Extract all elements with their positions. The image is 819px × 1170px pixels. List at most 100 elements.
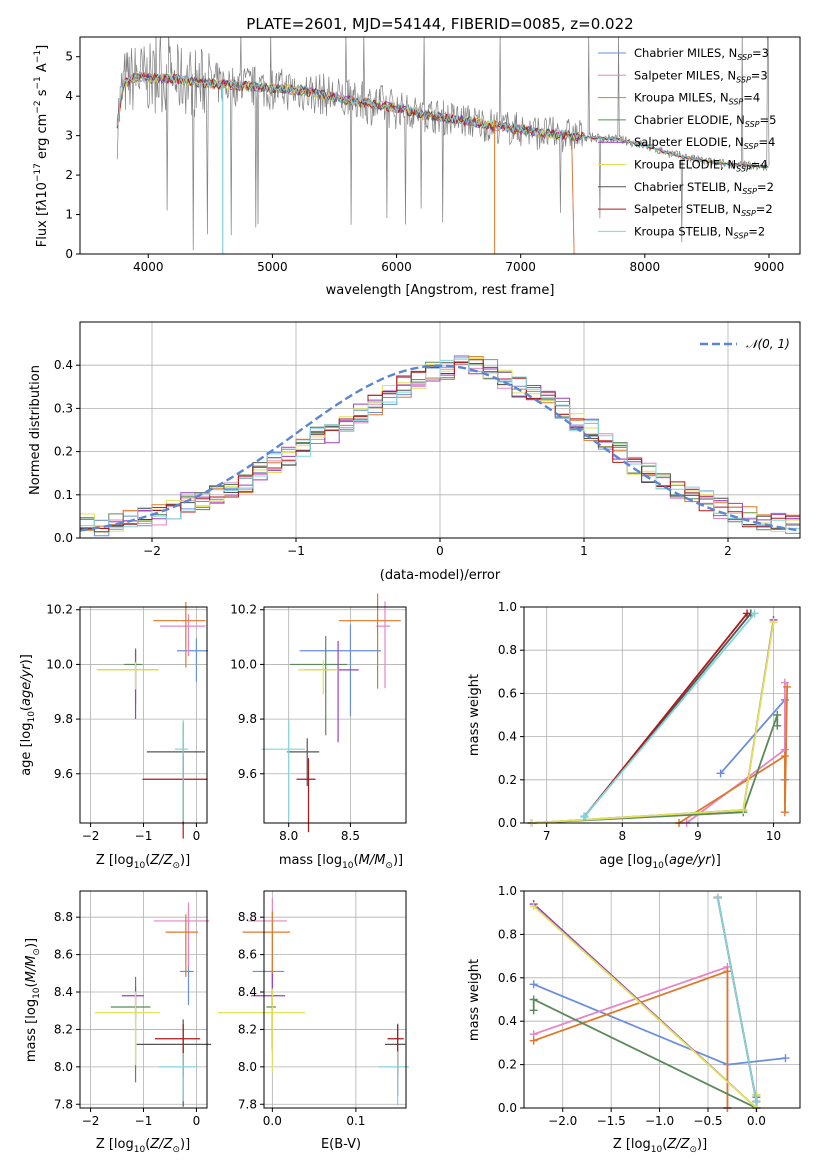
age-vs-metallicity-panel: −2 −1 0 9.6 9.8 10.0 10.2 bbox=[46, 601, 209, 843]
legend-subscript: SSP bbox=[734, 231, 749, 240]
y-tick-label: 8.4 bbox=[238, 985, 257, 999]
legend-label: Kroupa MILES, NSSP=4 bbox=[634, 91, 760, 107]
x-tick-label: 10 bbox=[766, 829, 781, 843]
x-tick-label: 6000 bbox=[381, 260, 412, 274]
legend-subscript: SSP bbox=[745, 120, 760, 129]
y-tick-label: 0.6 bbox=[498, 686, 517, 700]
x-tick-label: −1 bbox=[135, 829, 153, 843]
y-tick-label: 10.0 bbox=[46, 657, 73, 671]
y-tick-label: 1.0 bbox=[498, 600, 517, 614]
x-tick-label: 0.0 bbox=[747, 1114, 766, 1128]
x-tick-label: 0.1 bbox=[346, 1114, 365, 1128]
plot-frame bbox=[523, 890, 801, 1109]
y-tick-label: 7.8 bbox=[54, 1097, 73, 1111]
x-tick-label: −2 bbox=[82, 1114, 100, 1128]
legend-model-name: Salpeter STELIB, N bbox=[634, 202, 741, 216]
x-tick-label: 5000 bbox=[257, 260, 288, 274]
legend-nssp: =2 bbox=[748, 224, 765, 238]
y-tick-label: 0.2 bbox=[498, 1058, 517, 1072]
normal-curve bbox=[79, 364, 801, 532]
y-tick-label: 0.0 bbox=[498, 1101, 517, 1115]
mass-z-ylabel: mass [log10(M/M⊙)] bbox=[24, 938, 42, 1062]
legend-model-name: Chabrier ELODIE, N bbox=[634, 113, 745, 127]
y-tick-label: 0.2 bbox=[498, 773, 517, 787]
weight-line bbox=[678, 686, 788, 824]
y-tick-label: 8.2 bbox=[238, 1022, 257, 1036]
y-tick-label: 8.8 bbox=[54, 910, 73, 924]
weight-marker bbox=[716, 769, 725, 778]
y-tick-label: 9.8 bbox=[238, 712, 257, 726]
y-tick-label: 10.2 bbox=[46, 603, 73, 617]
y-tick-label: 10.0 bbox=[230, 657, 257, 671]
weight-marker bbox=[529, 1036, 538, 1045]
weight-marker bbox=[780, 752, 789, 761]
legend-subscript: SSP bbox=[742, 187, 757, 196]
x-tick-label: 0.0 bbox=[263, 1114, 282, 1128]
mass-vs-metallicity-panel: −2 −1 0 7.8 8.0 8.2 8.4 8.6 8.8 bbox=[54, 890, 212, 1128]
x-tick-label: −2 bbox=[143, 544, 161, 558]
weight-z-xlabel: Z [log10(Z/Z⊙)] bbox=[613, 1137, 707, 1155]
weight-marker bbox=[752, 1097, 761, 1106]
legend-label: Salpeter MILES, NSSP=3 bbox=[634, 68, 768, 84]
weight-marker bbox=[769, 618, 778, 627]
legend-model-name: Salpeter ELODIE, N bbox=[634, 135, 744, 149]
x-tick-label: −0.5 bbox=[693, 1114, 722, 1128]
model-spectrum-line bbox=[116, 72, 575, 254]
weight-line bbox=[583, 612, 748, 818]
legend-model-name: Kroupa STELIB, N bbox=[634, 224, 734, 238]
x-tick-label: 1 bbox=[580, 544, 588, 558]
y-tick-label: 8.0 bbox=[54, 1060, 73, 1074]
y-tick-label: 8.2 bbox=[54, 1022, 73, 1036]
legend-subscript: SSP bbox=[736, 75, 751, 84]
spectrum-title: PLATE=2601, MJD=54144, FIBERID=0085, z=0… bbox=[246, 15, 633, 33]
histogram-xlabel: (data-model)/error bbox=[380, 568, 501, 583]
weight-marker bbox=[743, 609, 752, 618]
weight-marker bbox=[529, 995, 538, 1004]
x-tick-label: 7 bbox=[543, 829, 551, 843]
legend-nssp: =5 bbox=[760, 113, 777, 127]
weight-marker bbox=[529, 980, 538, 989]
legend-model-name: Kroupa MILES, N bbox=[634, 91, 729, 105]
legend-label: 𝒩(0, 1) bbox=[746, 337, 790, 351]
legend-subscript: SSP bbox=[729, 98, 744, 107]
legend-nssp: =3 bbox=[751, 68, 768, 82]
x-tick-label: 8000 bbox=[630, 260, 661, 274]
weight-marker bbox=[780, 808, 789, 817]
legend-subscript: SSP bbox=[744, 142, 759, 151]
legend-model-name: Salpeter MILES, N bbox=[634, 68, 736, 82]
y-tick-label: 0.2 bbox=[54, 445, 73, 459]
spectrum-ylabel: Flux [fλ10−17 erg cm−2 s−1 A−1] bbox=[33, 45, 50, 247]
age-z-xlabel: Z [log10(Z/Z⊙)] bbox=[96, 853, 190, 871]
y-tick-label: 9.8 bbox=[54, 712, 73, 726]
y-tick-label: 0.8 bbox=[498, 927, 517, 941]
legend-label: Chabrier ELODIE, NSSP=5 bbox=[634, 113, 776, 129]
y-tick-label: 0.8 bbox=[498, 643, 517, 657]
weight-marker bbox=[723, 967, 732, 976]
y-tick-label: 0.1 bbox=[54, 488, 73, 502]
weight-line bbox=[533, 905, 758, 1111]
plot-frame bbox=[263, 890, 407, 1109]
weight-vs-metallicity-panel: −2.0 −1.5 −1.0 −0.5 0.0 0.0 0.2 0.4 0.6 0.8 1.0 bbox=[498, 884, 801, 1128]
residual-histogram-panel: −2 −1 0 1 2 0.0 0.1 0.2 0.3 0.4 𝒩(0, 1) bbox=[54, 321, 801, 558]
legend-nssp: =4 bbox=[751, 158, 768, 172]
plot-frame bbox=[523, 606, 801, 824]
y-tick-label: 1 bbox=[65, 208, 73, 222]
x-tick-label: 8.5 bbox=[341, 829, 360, 843]
legend-model-name: Kroupa ELODIE, N bbox=[634, 158, 736, 172]
legend-label: Salpeter ELODIE, NSSP=4 bbox=[634, 135, 775, 151]
legend-nssp: =2 bbox=[756, 202, 773, 216]
y-tick-label: 10.2 bbox=[230, 603, 257, 617]
age-z-ylabel: age [log10(age/yr)] bbox=[19, 654, 37, 776]
legend-subscript: SSP bbox=[736, 165, 751, 174]
y-tick-label: 0.4 bbox=[54, 358, 73, 372]
weight-marker bbox=[580, 812, 589, 821]
histogram-ylabel: Normed distribution bbox=[28, 365, 43, 495]
y-tick-label: 8.6 bbox=[238, 948, 257, 962]
x-tick-label: −1.5 bbox=[597, 1114, 626, 1128]
x-tick-label: 7000 bbox=[505, 260, 536, 274]
spectrum-xlabel: wavelength [Angstrom, rest frame] bbox=[326, 283, 555, 298]
weight-marker bbox=[529, 1006, 538, 1015]
x-tick-label: −1 bbox=[287, 544, 305, 558]
y-tick-label: 0.4 bbox=[498, 730, 517, 744]
